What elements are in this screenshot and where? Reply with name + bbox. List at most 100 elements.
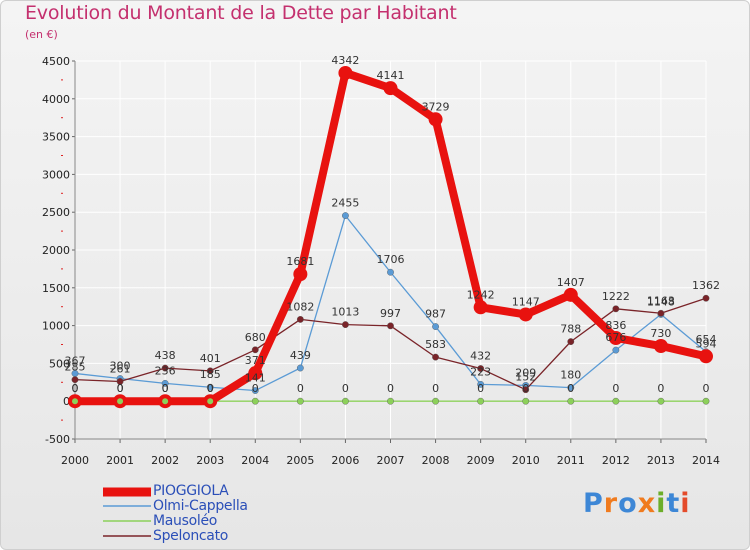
x-tick-label: 2005 (286, 454, 314, 467)
x-tick-label: 2003 (196, 454, 224, 467)
data-label: 0 (297, 382, 304, 395)
proxiti-logo: Proxiti (583, 488, 691, 519)
data-point (522, 397, 530, 405)
data-point (653, 339, 668, 354)
data-label: 654 (696, 333, 717, 346)
data-label: 1147 (512, 295, 540, 308)
y-tick-label: 4500 (42, 55, 70, 68)
data-label: 300 (110, 360, 131, 373)
data-point (251, 387, 259, 394)
x-tick-label: 2008 (422, 454, 450, 467)
data-label: 4342 (331, 54, 359, 67)
data-point (71, 376, 79, 384)
data-point (702, 294, 710, 302)
data-point (612, 305, 620, 313)
data-label: 401 (200, 352, 221, 365)
data-label: 223 (470, 365, 491, 378)
data-point-inner (72, 398, 78, 405)
data-label: 676 (605, 331, 626, 344)
y-tick-label: -500 (45, 433, 70, 446)
x-tick-label: 2002 (151, 454, 179, 467)
data-point (428, 112, 443, 127)
data-label: 1706 (377, 253, 405, 266)
y-tick-label: 1500 (42, 282, 70, 295)
data-label: 439 (290, 349, 311, 362)
data-label: 0 (342, 382, 349, 395)
data-label: 987 (425, 308, 446, 321)
data-label: 0 (657, 382, 664, 395)
data-point (563, 287, 578, 302)
x-tick-label: 2011 (557, 454, 585, 467)
data-point (699, 349, 713, 364)
data-point (567, 338, 575, 346)
y-tick-label: 500 (49, 357, 70, 370)
data-point (522, 386, 530, 394)
data-point-inner (162, 398, 169, 405)
data-label: 371 (245, 354, 266, 367)
data-point (567, 384, 575, 391)
data-label: 0 (72, 382, 79, 395)
y-tick-label: 3500 (42, 131, 70, 144)
data-label: 0 (477, 382, 484, 395)
y-tick-label: 4000 (42, 93, 70, 106)
data-point (161, 379, 169, 387)
data-point-inner (207, 398, 214, 405)
data-point (161, 364, 169, 372)
data-point (342, 321, 349, 329)
data-point (206, 367, 214, 375)
legend-label: Speloncato (153, 528, 229, 544)
logo-letter: i (656, 488, 667, 519)
data-point (296, 397, 304, 405)
data-point (116, 378, 124, 385)
logo-letter: i (680, 488, 691, 519)
axes: -500050010001500200025003000350040004500… (42, 55, 720, 467)
data-label: 236 (155, 364, 176, 377)
data-label: 0 (72, 382, 79, 395)
data-label: 261 (110, 362, 131, 375)
data-label: 0 (117, 382, 124, 395)
data-point (338, 65, 353, 80)
x-tick-label: 2010 (512, 454, 540, 467)
data-point (477, 380, 485, 388)
logo-letter: P (583, 488, 604, 519)
logo-letter: o (618, 488, 638, 519)
data-label: 141 (245, 372, 266, 385)
data-label: 594 (696, 337, 717, 350)
x-tick-label: 2009 (467, 454, 495, 467)
data-point (387, 322, 394, 330)
data-label: 680 (245, 331, 266, 344)
chart-title: Evolution du Montant de la Dette par Hab… (25, 2, 457, 24)
y-tick-label: 3000 (42, 168, 70, 181)
data-label: 730 (650, 327, 671, 340)
x-tick-label: 2007 (377, 454, 405, 467)
data-label: 1148 (647, 295, 675, 308)
legend-label: PIOGGIOLA (153, 483, 229, 499)
data-label: 836 (605, 319, 626, 332)
data-point (293, 267, 308, 282)
data-label: 438 (155, 349, 176, 362)
logo-letter: r (603, 488, 619, 519)
data-point (251, 397, 259, 405)
data-point (251, 346, 259, 354)
data-label: 0 (703, 382, 710, 395)
data-point (608, 330, 623, 345)
data-label: 1407 (557, 276, 585, 289)
y-tick-label: 1000 (42, 320, 70, 333)
data-point (518, 307, 533, 322)
data-label: 0 (252, 382, 259, 395)
legend-swatch-olmi-cappella (103, 505, 151, 507)
data-label: 209 (515, 366, 536, 379)
data-label: 432 (470, 350, 491, 363)
data-label: 367 (65, 354, 86, 367)
data-point (432, 397, 439, 405)
x-tick-label: 2000 (61, 454, 89, 467)
data-point (702, 397, 710, 405)
data-point-inner (117, 398, 124, 405)
data-point (612, 397, 620, 405)
data-labels: 0 0 0 0 371 1681 4342 4141 3729 1242 1147 1407 836 73… (65, 54, 721, 395)
data-point (296, 316, 304, 323)
data-label: 1242 (467, 288, 495, 301)
data-label: 0 (522, 382, 529, 395)
